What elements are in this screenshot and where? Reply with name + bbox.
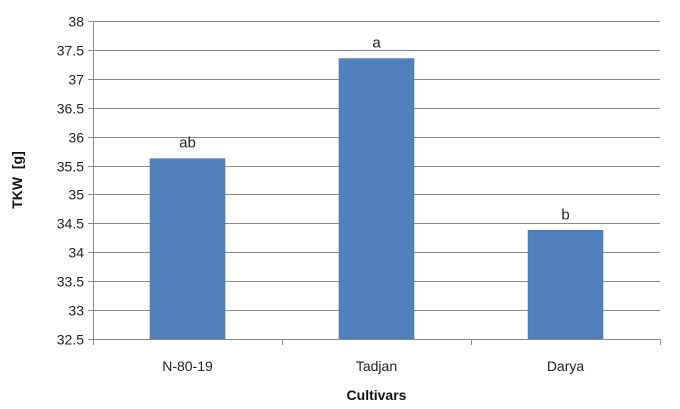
x-axis-title: Cultivars [347,387,407,403]
y-tick-label: 36.5 [57,101,84,117]
y-tick-label: 36 [68,130,84,146]
bar-darya [527,230,604,340]
x-tick-labels: N-80-19 Tadjan Darya [162,358,584,374]
x-tick-label: Darya [547,358,585,374]
bar-data-label: ab [179,135,196,152]
bars [149,58,604,340]
x-tick-label: N-80-19 [162,358,213,374]
x-tick-label: Tadjan [356,358,397,374]
y-tick-label: 34 [68,245,84,261]
bar-tadjan [338,58,415,340]
axes [93,21,660,340]
y-tick-label: 35 [68,187,84,203]
y-tick-label: 32.5 [57,332,84,348]
y-tick-label: 33 [68,303,84,319]
y-tick-labels: 32.5 33 33.5 34 34.5 35 35.5 36 36.5 37 37.5 38 [57,14,84,348]
y-tick-label: 34.5 [57,216,84,232]
bar-n-80-19 [149,158,226,340]
y-tick-label: 35.5 [57,159,84,175]
bar-data-label: b [561,206,569,223]
y-tick-label: 33.5 [57,274,84,290]
y-tick-label: 37.5 [57,43,84,59]
y-tick-label: 37 [68,72,84,88]
bar-data-label: a [372,35,381,52]
y-axis-title: TKW [g] [9,151,25,209]
y-tick-label: 38 [68,14,84,30]
